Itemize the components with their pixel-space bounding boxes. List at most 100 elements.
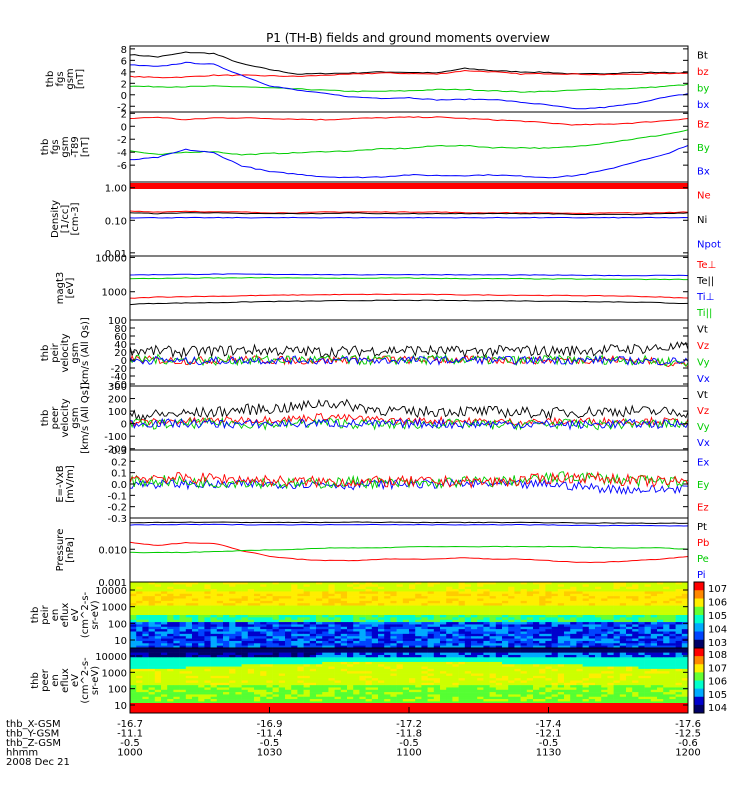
spectrogram-cell	[446, 673, 453, 677]
spectrogram-cell	[644, 650, 652, 653]
spectrogram-cell	[266, 678, 273, 681]
spectrogram-cell	[396, 692, 404, 695]
spectrogram-cell	[533, 648, 540, 651]
spectrogram-cell	[520, 694, 528, 698]
spectrogram-cell	[334, 680, 342, 684]
spectrogram-cell	[322, 657, 329, 660]
spectrogram-cell	[632, 668, 639, 672]
spectrogram-cell	[514, 622, 521, 625]
spectrogram-cell	[619, 654, 627, 658]
spectrogram-cell	[446, 607, 453, 611]
y-axis-label: gsm	[70, 407, 81, 428]
spectrogram-cell	[440, 699, 447, 702]
spectrogram-cell	[551, 661, 559, 665]
spectrogram-cell	[582, 619, 590, 623]
spectrogram-cell	[167, 589, 174, 592]
spectrogram-cell	[638, 589, 645, 592]
spectrogram-cell	[303, 586, 311, 590]
spectrogram-cell	[192, 610, 199, 613]
spectrogram-cell	[303, 626, 311, 630]
spectrogram-cell	[595, 636, 602, 639]
spectrogram-cell	[192, 652, 199, 656]
spectrogram-cell	[316, 615, 323, 618]
spectrogram-cell	[167, 636, 174, 639]
spectrogram-cell	[588, 675, 596, 679]
spectrogram-cell	[173, 591, 180, 595]
legend-vy: Vy	[697, 422, 710, 433]
spectrogram-cell	[601, 643, 608, 646]
spectrogram-cell	[161, 645, 168, 649]
spectrogram-cell	[588, 586, 596, 590]
spectrogram-cell	[607, 675, 614, 679]
spectrogram-cell	[378, 699, 385, 702]
spectrogram-cell	[681, 694, 689, 698]
spectrogram-cell	[502, 675, 509, 679]
spectrogram-cell	[508, 584, 515, 588]
spectrogram-cell	[477, 612, 484, 616]
spectrogram-cell	[347, 610, 354, 613]
spectrogram-cell	[285, 600, 292, 604]
spectrogram-cell	[204, 671, 211, 674]
spectrogram-cell	[185, 654, 193, 658]
spectrogram-cell	[675, 622, 683, 625]
spectrogram-cell	[539, 631, 546, 635]
spectrogram-cell	[179, 664, 187, 667]
spectrogram-cell	[316, 682, 323, 686]
spectrogram-cell	[657, 591, 664, 595]
spectrogram-cell	[588, 671, 596, 674]
spectrogram-cell	[607, 605, 614, 609]
spectrogram-cell	[161, 692, 168, 695]
spectrogram-cell	[588, 591, 596, 595]
spectrogram-cell	[576, 689, 583, 693]
spectrogram-cell	[638, 638, 645, 642]
spectrogram-cell	[254, 687, 261, 691]
spectrogram-cell	[254, 645, 261, 649]
spectrogram-cell	[371, 591, 379, 595]
spectrogram-cell	[471, 633, 478, 637]
spectrogram-cell	[266, 589, 273, 592]
spectrogram-cell	[247, 645, 255, 649]
spectrogram-cell	[502, 638, 509, 642]
spectrogram-cell	[303, 624, 311, 628]
spectrogram-cell	[533, 636, 540, 639]
spectrogram-cell	[285, 582, 292, 585]
spectrogram-cell	[235, 666, 242, 670]
spectrogram-cell	[384, 638, 391, 642]
spectrogram-cell	[278, 591, 286, 595]
spectrogram-cell	[582, 626, 590, 630]
spectrogram-cell	[564, 675, 571, 679]
spectrogram-cell	[433, 619, 441, 623]
y-tick-label: 40	[114, 340, 127, 351]
spectrogram-cell	[167, 666, 174, 670]
spectrogram-cell	[365, 696, 373, 700]
spectrogram-cell	[254, 664, 261, 667]
spectrogram-cell	[210, 600, 218, 604]
spectrogram-cell	[483, 671, 490, 674]
spectrogram-cell	[632, 624, 639, 628]
spectrogram-cell	[297, 607, 304, 611]
spectrogram-cell	[198, 685, 205, 688]
spectrogram-cell	[179, 645, 187, 649]
spectrogram-cell	[359, 615, 366, 618]
spectrogram-cell	[402, 666, 410, 670]
spectrogram-cell	[657, 650, 664, 653]
spectrogram-cell	[458, 612, 466, 616]
spectrogram-cell	[613, 643, 621, 646]
spectrogram-cell	[198, 680, 205, 684]
spectrogram-cell	[526, 638, 534, 642]
spectrogram-cell	[570, 629, 577, 632]
spectrogram-cell	[309, 612, 317, 616]
spectrogram-cell	[378, 682, 385, 686]
spectrogram-cell	[570, 631, 577, 635]
spectrogram-cell	[576, 596, 583, 599]
spectrogram-cell	[452, 659, 459, 663]
spectrogram-cell	[632, 638, 639, 642]
spectrogram-cell	[669, 650, 676, 653]
spectrogram-cell	[669, 648, 676, 651]
spectrogram-cell	[495, 600, 503, 604]
spectrogram-cell	[601, 582, 608, 585]
spectrogram-cell	[384, 648, 391, 651]
spectrogram-cell	[223, 671, 230, 674]
spectrogram-cell	[278, 640, 286, 644]
spectrogram-cell	[235, 584, 242, 588]
